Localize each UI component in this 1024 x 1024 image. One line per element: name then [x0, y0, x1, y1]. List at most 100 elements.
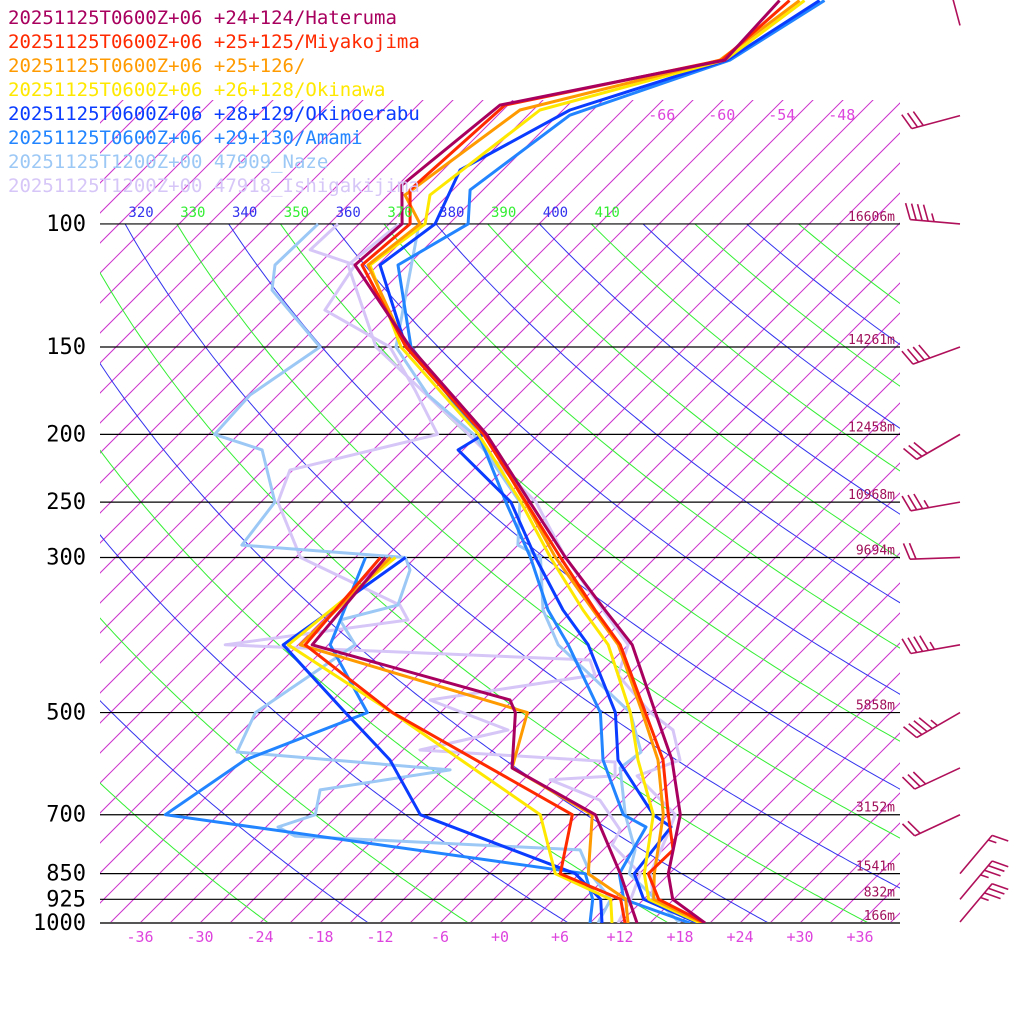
wind-barb-half — [923, 499, 930, 509]
dry-adiabat-430 — [694, 224, 900, 387]
wind-barb — [904, 202, 961, 225]
dry-adiabat-340 — [228, 224, 900, 790]
wind-barb-flag — [901, 114, 913, 130]
temperature-tick-label: +12 — [606, 928, 633, 946]
wind-barb-flag — [984, 892, 1001, 900]
wind-barb-half — [930, 719, 938, 727]
temperature-tick-label: +6 — [551, 928, 569, 946]
wind-barb-staff — [911, 114, 961, 130]
isotherm-line — [199, 222, 900, 923]
isotherm-line — [100, 100, 274, 274]
dry-adiabat-250 — [100, 782, 269, 923]
wind-barb-flag — [912, 111, 924, 126]
wind-barb-flag — [901, 495, 912, 512]
wind-barb-flag — [988, 887, 1005, 895]
wind-barb-flag — [901, 823, 916, 837]
temperature-tick-label: -18 — [306, 928, 333, 946]
wind-barb-flag — [901, 638, 912, 654]
isotherm-label: -66 — [648, 106, 675, 124]
pressure-lines — [100, 223, 900, 924]
temperature-tick-label: -6 — [431, 928, 449, 946]
height-label: 10968m — [848, 488, 895, 503]
wind-barb-flag — [907, 494, 918, 511]
wind-barb — [901, 344, 961, 365]
pressure-label: 250 — [46, 490, 86, 515]
temperature-trace-0 — [353, 0, 781, 923]
legend-entry: 20251125T1200Z+00 47918_Ishigakijima — [8, 175, 420, 197]
wind-barb-staff — [959, 883, 993, 923]
isotherm-line — [859, 882, 900, 923]
isotherm-line — [799, 822, 900, 923]
wind-barb-flag — [901, 350, 914, 365]
isotherm-line — [349, 372, 900, 923]
wind-barb-flag — [988, 864, 1005, 873]
wind-barb-flag — [908, 723, 923, 736]
wind-barb-flag — [906, 112, 919, 128]
wind-barb-flag — [916, 203, 923, 221]
dry-adiabat-lines — [100, 224, 900, 923]
temperature-tick-label: +36 — [846, 928, 873, 946]
legend-entry: 20251125T0600Z+06 +24+124/Hateruma — [8, 7, 397, 29]
wind-barb-flag — [902, 543, 911, 560]
theta-label: 390 — [491, 205, 516, 221]
dry-adiabat-380 — [435, 224, 900, 604]
legend-entry: 20251125T0600Z+06 +25+125/Miyakojima — [8, 31, 420, 53]
pressure-label: 500 — [46, 701, 86, 726]
legend-entry: 20251125T1200Z+00 47909_Naze — [8, 151, 328, 173]
wind-barb — [952, 0, 961, 26]
dry-adiabat-360 — [331, 224, 900, 695]
wind-barb-flag — [913, 636, 924, 652]
dry-adiabat-390 — [487, 224, 900, 559]
isotherm-line — [100, 100, 304, 304]
wind-barb-staff — [914, 767, 961, 790]
isotherm-line — [769, 792, 900, 923]
wind-barb — [902, 542, 961, 561]
isotherm-line — [529, 552, 900, 923]
wind-barb-flag — [918, 717, 933, 730]
isotherm-line — [259, 282, 900, 923]
dry-adiabat-330 — [176, 224, 900, 839]
wind-barb-staff — [910, 644, 961, 655]
height-label: 12458m — [848, 420, 895, 435]
dewpoint-trace-6 — [213, 222, 613, 923]
isotherm-line — [100, 100, 814, 814]
isotherm-line — [739, 762, 900, 923]
height-label: 14261m — [848, 333, 895, 348]
dewpoint-trace-5 — [163, 556, 595, 923]
wind-barb-flag — [906, 348, 920, 363]
wind-barb-half — [988, 839, 997, 844]
legend-entry: 20251125T0600Z+06 +25+126/ — [8, 55, 305, 77]
wind-barb-flag — [991, 860, 1009, 868]
height-label: 1541m — [856, 860, 895, 875]
wind-barb-staff — [959, 860, 993, 900]
temperature-trace-5 — [396, 0, 826, 923]
dewpoint-trace-7 — [223, 222, 642, 923]
temperature-trace-4 — [378, 0, 821, 923]
theta-label: 380 — [439, 205, 464, 221]
wind-barb-flag — [912, 346, 925, 361]
theta-label: 350 — [284, 205, 309, 221]
dewpoint-trace-1 — [303, 556, 627, 923]
isotherm-line — [950, 0, 1024, 923]
temperature-tick-label: -12 — [366, 928, 393, 946]
wind-barb-flag — [907, 637, 918, 653]
isotherm-line — [100, 100, 874, 874]
isotherm-line — [709, 732, 900, 923]
wind-barb-half — [980, 896, 989, 902]
wind-barb-flag — [910, 203, 917, 221]
dry-adiabat-420 — [642, 224, 900, 429]
wind-barb-flag — [907, 773, 921, 788]
wind-barb-flag — [918, 344, 931, 359]
isotherm-line — [100, 100, 754, 754]
pressure-label: 925 — [46, 887, 86, 912]
dewpoint-trace-4 — [281, 556, 604, 923]
theta-label: 320 — [128, 205, 153, 221]
height-label: 832m — [864, 885, 895, 900]
wind-barb-staff — [952, 0, 961, 26]
height-label: 3152m — [856, 801, 895, 816]
wind-barb-half — [980, 874, 989, 879]
isotherm-line — [169, 192, 900, 923]
height-label: 166m — [864, 909, 895, 924]
wind-barb — [901, 493, 961, 512]
isotherm-label: -48 — [828, 106, 855, 124]
